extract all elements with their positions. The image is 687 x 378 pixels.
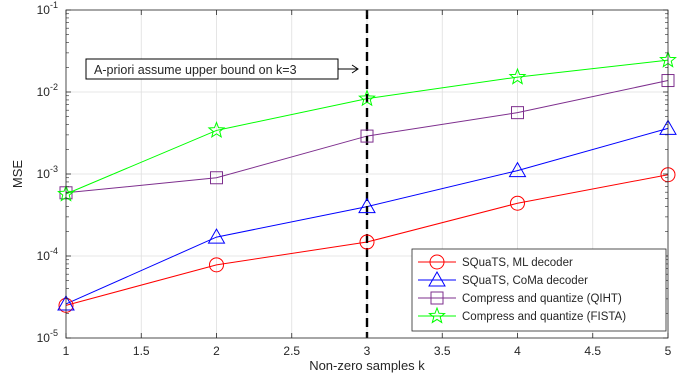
y-tick-base: 10 [37, 331, 51, 345]
x-tick-label: 3.5 [434, 344, 451, 358]
annotation: A-priori assume upper bound on k=3 [85, 58, 359, 80]
triangle-marker [428, 270, 446, 287]
axis-ticks: 1 1.5 2 2.5 3 3.5 4 4.5 510-510-410-310-210-1 [37, 0, 672, 358]
legend-box [411, 248, 667, 332]
x-tick-label: 5 [665, 344, 672, 358]
y-tick-label: 10-3 [37, 164, 58, 181]
square-marker [210, 171, 223, 185]
square-marker [511, 106, 524, 120]
x-tick-label: 4 [514, 344, 521, 358]
legend-entry: Compress and quantize (QIHT) [462, 293, 622, 305]
circle-marker [429, 254, 445, 270]
y-tick-exponent: -4 [50, 246, 58, 256]
y-tick-base: 10 [37, 3, 51, 17]
circle-marker [359, 234, 375, 250]
square-marker [430, 291, 444, 305]
legend: SQuaTS, ML decoder SQuaTS, CoMa decoder Co… [411, 248, 667, 332]
y-tick-label: 10-1 [37, 0, 58, 17]
triangle-marker [358, 197, 376, 214]
y-tick-exponent: -3 [50, 164, 58, 174]
y-tick-label: 10-2 [37, 82, 58, 99]
legend-entry: SQuaTS, ML decoder [462, 257, 573, 269]
x-axis-label: Non-zero samples k [309, 358, 425, 373]
y-tick-exponent: -5 [50, 328, 58, 338]
x-tick-label: 4.5 [584, 344, 601, 358]
x-tick-label: 1.5 [133, 344, 150, 358]
y-tick-label: 10-4 [37, 246, 58, 263]
triangle-marker [207, 228, 226, 244]
x-tick-label: 3 [364, 344, 371, 358]
star-marker [358, 89, 376, 107]
x-tick-label: 2.5 [283, 344, 300, 358]
annotation-arrow [338, 64, 359, 74]
star-marker [508, 67, 527, 85]
y-tick-label: 10-5 [37, 328, 58, 345]
legend-entry: Compress and quantize (FISTA) [462, 311, 626, 323]
y-tick-exponent: -2 [50, 82, 58, 92]
plot-series [57, 10, 677, 338]
circle-marker [209, 257, 224, 273]
legend-entry: SQuaTS, CoMa decoder [462, 275, 588, 287]
square-marker [360, 129, 374, 143]
star-marker [428, 306, 446, 324]
y-tick-exponent: -1 [50, 0, 58, 10]
y-tick-base: 10 [37, 249, 51, 263]
y-tick-base: 10 [37, 85, 51, 99]
y-axis-label: MSE [10, 160, 25, 189]
star-marker [207, 121, 226, 139]
x-tick-label: 1 [63, 344, 70, 358]
triangle-marker [508, 161, 527, 178]
y-tick-base: 10 [37, 167, 51, 181]
circle-marker [510, 195, 525, 211]
x-tick-label: 2 [213, 344, 220, 358]
annotation-text: A-priori assume upper bound on k=3 [94, 63, 297, 77]
